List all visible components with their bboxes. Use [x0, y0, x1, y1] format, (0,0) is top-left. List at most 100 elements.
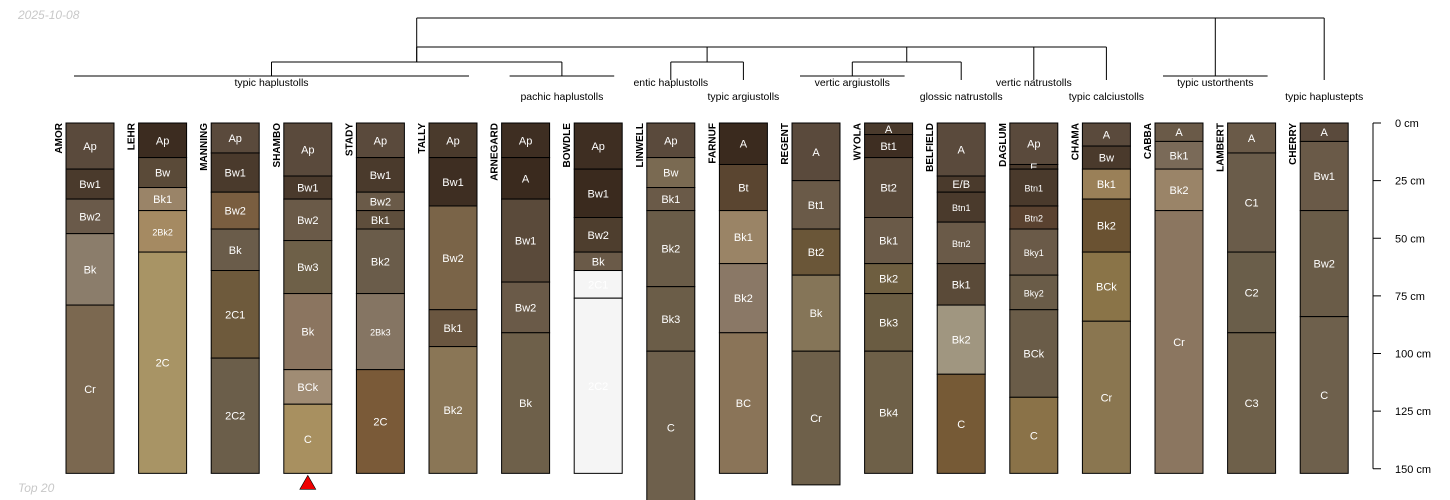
horizon-label-belfield-6: C — [957, 419, 965, 431]
profile-name-belfield: BELFIELD — [925, 123, 936, 172]
horizon-cherry-3 — [1299, 316, 1349, 474]
horizon-belfield-0 — [936, 122, 986, 177]
horizon-daglum-7 — [1009, 396, 1059, 474]
horizon-manning-1 — [210, 152, 260, 193]
horizon-amor-4 — [65, 304, 115, 474]
horizon-label-manning-4: 2C1 — [225, 309, 245, 321]
horizon-regent-0 — [791, 122, 841, 182]
horizon-manning-3 — [210, 228, 260, 272]
taxon-label-glossic-natrustolls: glossic natrustolls — [920, 91, 1003, 103]
horizon-cabba-2 — [1154, 168, 1204, 212]
depth-tick-label-150: 150 cm — [1395, 464, 1431, 476]
horizon-label-chama-2: Bk1 — [1097, 179, 1116, 191]
horizon-shambo-3 — [283, 240, 333, 295]
profile-name-regent: REGENT — [780, 123, 791, 165]
horizon-label-lehr-2: Bk1 — [153, 194, 172, 206]
horizon-label-daglum-6: BCk — [1023, 349, 1044, 361]
horizon-label-lambert-2: C2 — [1245, 287, 1259, 299]
horizon-label-wyola-0: A — [885, 124, 893, 136]
horizon-shambo-4 — [283, 293, 333, 371]
horizon-label-farnuf-0: A — [740, 139, 748, 151]
horizon-label-wyola-2: Bt2 — [880, 183, 897, 195]
horizon-label-lehr-0: Ap — [156, 135, 169, 147]
horizon-daglum-4 — [1009, 228, 1059, 276]
horizon-label-wyola-5: Bk3 — [879, 317, 898, 329]
taxon-label-vertic-natrustolls: vertic natrustolls — [996, 77, 1072, 89]
horizon-label-shambo-2: Bw2 — [297, 215, 318, 227]
horizon-label-lehr-1: Bw — [155, 168, 170, 180]
horizon-label-shambo-0: Ap — [301, 145, 314, 157]
taxon-label-vertic-argiustolls: vertic argiustolls — [815, 77, 890, 89]
profile-name-cherry: CHERRY — [1288, 123, 1299, 165]
horizon-label-daglum-7: C — [1030, 430, 1038, 442]
horizon-amor-1 — [65, 168, 115, 200]
horizon-chama-3 — [1081, 198, 1131, 253]
horizon-amor-2 — [65, 198, 115, 235]
horizon-label-daglum-3: Btn2 — [1025, 214, 1044, 224]
horizon-label-manning-0: Ap — [228, 133, 241, 145]
horizon-linwell-0 — [646, 122, 696, 159]
horizon-label-farnuf-1: Bt — [738, 183, 748, 195]
taxon-label-typic-ustorthents: typic ustorthents — [1177, 77, 1253, 89]
horizon-label-chama-1: Bw — [1099, 153, 1114, 165]
profile-name-manning: MANNING — [199, 123, 210, 171]
horizon-label-arnegard-2: Bw1 — [515, 236, 536, 248]
horizon-label-stady-1: Bw1 — [370, 170, 391, 182]
horizon-label-daglum-0: Ap — [1027, 139, 1040, 151]
horizon-wyola-6 — [864, 350, 914, 474]
horizon-chama-2 — [1081, 168, 1131, 200]
taxon-label-typic-haplustepts: typic haplustepts — [1285, 91, 1363, 103]
horizon-label-daglum-2: Btn1 — [1025, 184, 1044, 194]
depth-tick-label-75: 75 cm — [1395, 291, 1425, 303]
horizon-label-wyola-3: Bk1 — [879, 236, 898, 248]
horizon-label-lehr-4: 2C — [156, 358, 170, 370]
horizon-label-arnegard-0: Ap — [519, 135, 532, 147]
profile-name-wyola: WYOLA — [853, 123, 864, 160]
profile-name-stady: STADY — [344, 123, 355, 156]
profile-name-amor: AMOR — [54, 122, 65, 153]
horizon-amor-3 — [65, 233, 115, 306]
horizon-label-shambo-5: BCk — [297, 382, 318, 394]
horizon-cabba-3 — [1154, 210, 1204, 474]
horizon-label-manning-5: 2C2 — [225, 411, 245, 423]
horizon-daglum-0 — [1009, 122, 1059, 165]
horizon-bowdle-4 — [573, 270, 623, 299]
horizon-label-cherry-1: Bw1 — [1313, 171, 1334, 183]
horizon-farnuf-1 — [718, 163, 768, 212]
profile-name-daglum: DAGLUM — [998, 123, 1009, 167]
horizon-label-belfield-1: E/B — [952, 179, 970, 191]
horizon-lambert-0 — [1227, 122, 1277, 154]
horizon-label-bowdle-2: Bw2 — [587, 230, 608, 242]
horizon-farnuf-3 — [718, 263, 768, 334]
horizon-label-amor-2: Bw2 — [79, 211, 100, 223]
horizon-chama-4 — [1081, 251, 1131, 322]
horizon-belfield-4 — [936, 263, 986, 306]
horizon-belfield-2 — [936, 191, 986, 223]
horizon-label-linwell-5: C — [667, 422, 675, 434]
horizon-amor-0 — [65, 122, 115, 170]
horizon-arnegard-0 — [501, 122, 551, 159]
horizon-label-tally-2: Bw2 — [442, 253, 463, 265]
horizon-manning-0 — [210, 122, 260, 154]
horizon-label-stady-5: 2Bk3 — [370, 328, 391, 338]
horizon-wyola-2 — [864, 157, 914, 219]
horizon-label-farnuf-3: Bk2 — [734, 293, 753, 305]
horizon-wyola-5 — [864, 293, 914, 352]
taxon-label-typic-argiustolls: typic argiustolls — [708, 91, 780, 103]
horizon-label-amor-4: Cr — [84, 384, 96, 396]
depth-tick-label-125: 125 cm — [1395, 406, 1431, 418]
horizon-label-daglum-5: Bky2 — [1024, 288, 1044, 298]
horizon-tally-4 — [428, 346, 478, 474]
horizon-manning-5 — [210, 357, 260, 474]
horizon-label-bowdle-0: Ap — [591, 141, 604, 153]
horizon-regent-4 — [791, 350, 841, 486]
horizon-label-linwell-2: Bk1 — [661, 194, 680, 206]
profile-name-chama: CHAMA — [1070, 123, 1081, 160]
horizon-daglum-6 — [1009, 309, 1059, 398]
horizon-label-cabba-0: A — [1175, 127, 1183, 139]
horizon-label-arnegard-1: A — [522, 173, 530, 185]
horizon-label-lehr-3: 2Bk2 — [152, 227, 173, 237]
profile-name-arnegard: ARNEGARD — [490, 123, 501, 181]
horizon-cherry-2 — [1299, 210, 1349, 318]
